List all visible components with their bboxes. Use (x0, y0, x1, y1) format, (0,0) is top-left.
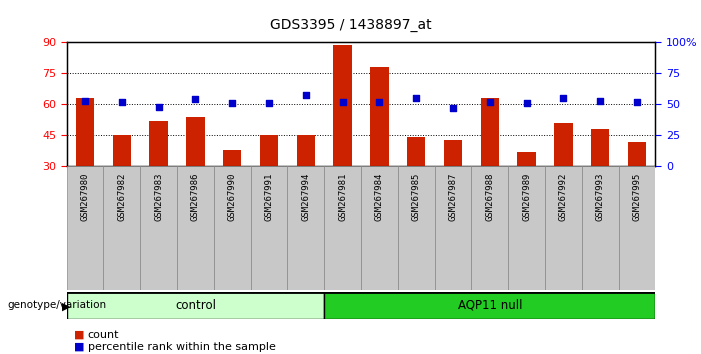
Point (153, 104, 164, 110)
Bar (324, 292, 655, 319)
Text: percentile rank within the sample: percentile rank within the sample (88, 342, 275, 352)
Bar (287, 166, 325, 290)
Text: GSM267982: GSM267982 (117, 172, 126, 221)
Bar (508, 166, 545, 290)
Text: GSM267990: GSM267990 (228, 172, 237, 221)
Point (264, 101, 275, 106)
Bar (334, 45, 352, 166)
Point (226, 101, 238, 106)
Point (300, 92, 311, 97)
Text: count: count (88, 330, 119, 339)
Bar (435, 166, 471, 290)
Text: GSM267986: GSM267986 (191, 172, 200, 221)
Text: GSM267991: GSM267991 (264, 172, 273, 221)
Text: GSM267983: GSM267983 (154, 172, 163, 221)
Bar (67, 292, 324, 319)
Text: ■: ■ (74, 342, 84, 352)
Text: GSM267987: GSM267987 (449, 172, 458, 221)
Point (79, 98, 90, 104)
Point (594, 98, 606, 104)
Bar (361, 166, 398, 290)
Point (558, 96, 569, 101)
Text: GSM267993: GSM267993 (596, 172, 605, 221)
Bar (481, 98, 499, 166)
Text: ■: ■ (74, 330, 84, 339)
Bar (251, 166, 287, 290)
Bar (554, 123, 573, 166)
Bar (260, 135, 278, 166)
Bar (113, 135, 131, 166)
Text: GSM267992: GSM267992 (559, 172, 568, 221)
Text: GSM267980: GSM267980 (81, 172, 90, 221)
Text: GSM267981: GSM267981 (338, 172, 347, 221)
Bar (67, 166, 104, 290)
Bar (76, 98, 94, 166)
Bar (517, 152, 536, 166)
Bar (186, 117, 205, 166)
Point (447, 105, 458, 111)
Text: GSM267995: GSM267995 (632, 172, 641, 221)
Text: genotype/variation: genotype/variation (7, 300, 106, 310)
Bar (223, 150, 241, 166)
Text: GSM267994: GSM267994 (301, 172, 311, 221)
Text: ▶: ▶ (62, 302, 70, 312)
Text: GSM267988: GSM267988 (485, 172, 494, 221)
Bar (140, 166, 177, 290)
Bar (104, 166, 140, 290)
Bar (471, 166, 508, 290)
Bar (398, 166, 435, 290)
Bar (582, 166, 619, 290)
Text: AQP11 null: AQP11 null (458, 299, 522, 312)
Point (116, 99, 128, 105)
Bar (628, 142, 646, 166)
Bar (214, 166, 251, 290)
Text: control: control (175, 299, 216, 312)
Text: GSM267989: GSM267989 (522, 172, 531, 221)
Bar (444, 139, 462, 166)
Point (484, 99, 496, 105)
Text: GSM267985: GSM267985 (411, 172, 421, 221)
Bar (297, 135, 315, 166)
Bar (177, 166, 214, 290)
Bar (545, 166, 582, 290)
Bar (619, 166, 655, 290)
Bar (324, 166, 361, 290)
Bar (591, 129, 609, 166)
Text: GSM267984: GSM267984 (375, 172, 384, 221)
Point (190, 97, 201, 102)
Point (411, 96, 422, 101)
Point (374, 99, 385, 105)
Bar (407, 137, 426, 166)
Point (632, 99, 643, 105)
Bar (370, 67, 388, 166)
Point (337, 99, 348, 105)
Bar (149, 121, 168, 166)
Point (521, 101, 532, 106)
Text: GDS3395 / 1438897_at: GDS3395 / 1438897_at (270, 18, 431, 32)
